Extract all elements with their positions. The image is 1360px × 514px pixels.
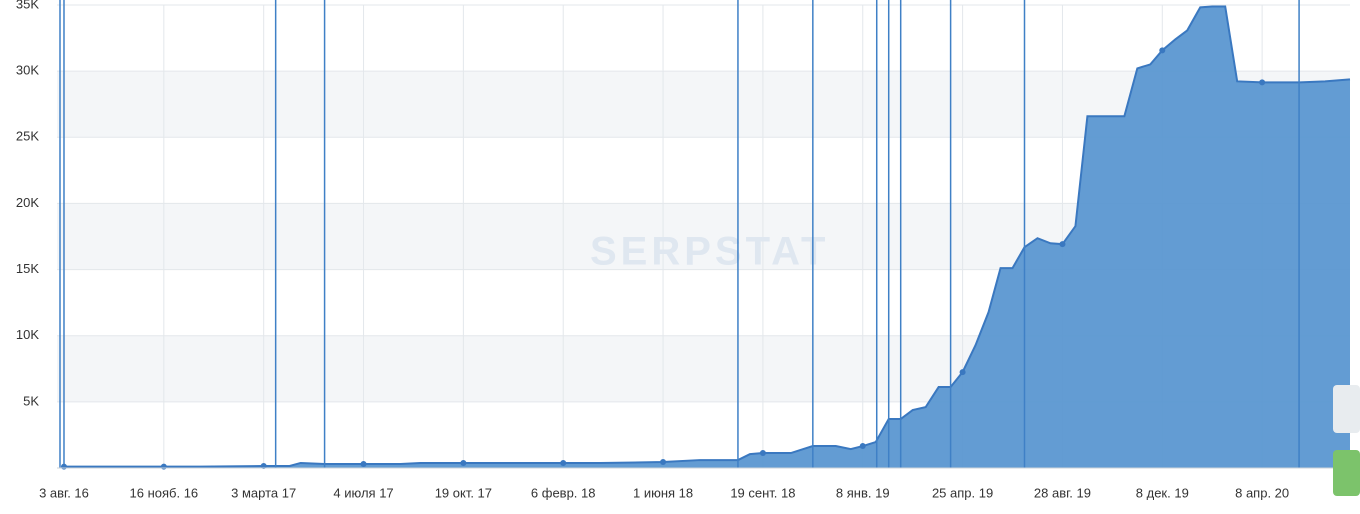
y-tick-label: 20K (16, 195, 39, 210)
y-tick-label: 30K (16, 63, 39, 78)
point (759, 450, 766, 457)
x-tick-label: 25 апр. 19 (932, 485, 993, 500)
x-tick-label: 28 авг. 19 (1034, 485, 1091, 500)
side-widget[interactable] (1333, 385, 1360, 433)
y-tick-label: 5K (23, 393, 39, 408)
point (1159, 47, 1166, 54)
point (660, 459, 667, 466)
point (560, 459, 567, 466)
x-tick-label: 8 дек. 19 (1136, 485, 1189, 500)
x-tick-label: 3 марта 17 (231, 485, 296, 500)
point (460, 459, 467, 466)
x-tick-label: 4 июля 17 (333, 485, 393, 500)
watermark: SERPSTAT (590, 230, 829, 274)
chat-widget[interactable] (1333, 450, 1360, 496)
x-tick-label: 19 сент. 18 (730, 485, 795, 500)
y-tick-label: 25K (16, 129, 39, 144)
y-tick-label: 10K (16, 327, 39, 342)
x-tick-label: 3 авг. 16 (39, 485, 89, 500)
point (959, 369, 966, 376)
point (1059, 241, 1066, 248)
line (63, 5, 1351, 468)
area (63, 6, 1351, 469)
point (360, 461, 367, 468)
y-tick-label: 35K (16, 0, 39, 11)
x-tick-label: 1 июня 18 (633, 485, 693, 500)
x-tick-label: 19 окт. 17 (435, 485, 492, 500)
point (859, 443, 866, 450)
x-tick-label: 6 февр. 18 (531, 485, 596, 500)
point (1259, 79, 1266, 86)
y-tick-label: 15K (16, 261, 39, 276)
x-tick-label: 8 апр. 20 (1235, 485, 1289, 500)
point (60, 463, 67, 470)
point (160, 463, 167, 470)
x-tick-label: 16 нояб. 16 (130, 485, 199, 500)
x-tick-label: 8 янв. 19 (836, 485, 890, 500)
